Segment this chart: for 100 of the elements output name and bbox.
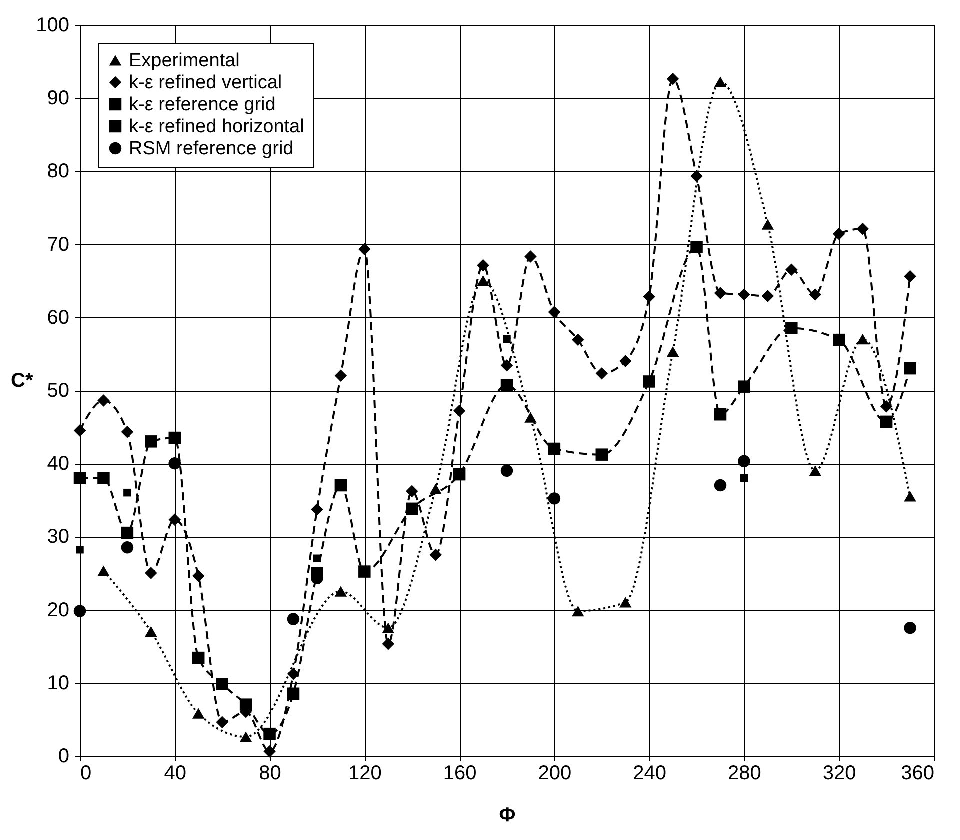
y-tick-label: 90 xyxy=(47,88,70,110)
point xyxy=(548,492,561,505)
x-tick-label: 320 xyxy=(822,762,856,784)
legend-label: k-ε refined vertical xyxy=(129,72,282,94)
point xyxy=(738,288,750,301)
point xyxy=(500,360,514,372)
point xyxy=(382,622,395,634)
point xyxy=(856,222,869,236)
point xyxy=(334,370,348,382)
point xyxy=(168,432,182,444)
y-tick-label: 30 xyxy=(47,526,70,548)
point xyxy=(690,170,703,182)
point xyxy=(406,485,418,498)
point xyxy=(121,542,134,554)
point xyxy=(313,554,322,563)
point xyxy=(904,622,916,634)
point xyxy=(145,567,158,580)
point xyxy=(145,626,158,638)
point xyxy=(264,728,276,740)
point xyxy=(904,491,916,502)
point xyxy=(216,716,228,728)
point xyxy=(619,355,632,368)
point xyxy=(382,638,395,650)
point xyxy=(358,243,371,256)
x-tick-label: 360 xyxy=(901,762,934,784)
point xyxy=(548,442,561,456)
point xyxy=(240,698,252,711)
y-tick-label: 100 xyxy=(36,14,70,36)
x-tick-label: 280 xyxy=(728,762,762,784)
x-tick-label: 0 xyxy=(80,762,92,784)
y-tick-label: 0 xyxy=(58,746,70,768)
point xyxy=(786,322,798,334)
point xyxy=(714,287,727,300)
point xyxy=(358,566,371,578)
y-axis-title: C* xyxy=(11,370,34,392)
point xyxy=(74,424,86,437)
point xyxy=(740,474,748,482)
point xyxy=(311,504,324,516)
point xyxy=(145,436,158,448)
point xyxy=(738,455,750,468)
point xyxy=(809,466,822,476)
y-tick-label: 80 xyxy=(47,160,70,183)
y-tick-label: 70 xyxy=(47,234,70,256)
point xyxy=(832,228,846,240)
point xyxy=(500,379,514,392)
point xyxy=(666,346,680,358)
point xyxy=(168,514,182,526)
point xyxy=(500,464,514,478)
x-tick-label: 200 xyxy=(538,762,572,784)
legend-label: k-ε refined horizontal xyxy=(129,116,304,138)
point xyxy=(453,404,466,418)
point xyxy=(856,334,869,345)
point xyxy=(880,400,893,413)
point xyxy=(643,290,656,304)
x-tick-label: 40 xyxy=(164,762,187,784)
point xyxy=(264,745,276,758)
point xyxy=(98,472,110,484)
point xyxy=(690,241,703,254)
y-tick-label: 50 xyxy=(47,380,70,402)
point xyxy=(74,472,86,484)
point xyxy=(287,688,300,700)
x-axis-title: Φ xyxy=(499,804,516,826)
point xyxy=(192,570,205,582)
point xyxy=(192,708,205,719)
point xyxy=(643,376,656,388)
point xyxy=(572,606,584,617)
point xyxy=(168,457,182,470)
legend-label: RSM reference grid xyxy=(129,138,294,160)
point xyxy=(714,76,727,88)
y-tick-label: 10 xyxy=(47,672,70,694)
point xyxy=(334,586,348,597)
point xyxy=(738,380,750,393)
legend-label: k-ε reference grid xyxy=(129,94,276,116)
point xyxy=(596,448,608,461)
point xyxy=(524,250,537,263)
point xyxy=(477,259,490,272)
point xyxy=(619,597,632,608)
point xyxy=(762,219,774,230)
point xyxy=(121,526,134,540)
point xyxy=(453,468,466,481)
y-tick-label: 40 xyxy=(47,453,70,476)
x-tick-label: 240 xyxy=(633,762,667,784)
point xyxy=(430,484,442,494)
legend-label: Experimental xyxy=(129,50,240,72)
point xyxy=(714,408,727,421)
point xyxy=(76,546,84,554)
point xyxy=(762,290,774,302)
point xyxy=(216,678,228,690)
point xyxy=(832,334,846,346)
x-tick-label: 160 xyxy=(443,762,477,784)
point xyxy=(430,548,442,562)
point xyxy=(666,72,680,86)
point xyxy=(904,362,916,375)
point xyxy=(240,732,252,742)
point xyxy=(98,566,110,576)
x-tick-label: 80 xyxy=(259,762,282,784)
point xyxy=(880,416,893,428)
y-tick-label: 60 xyxy=(47,306,70,329)
point xyxy=(786,264,798,276)
point xyxy=(809,288,822,301)
